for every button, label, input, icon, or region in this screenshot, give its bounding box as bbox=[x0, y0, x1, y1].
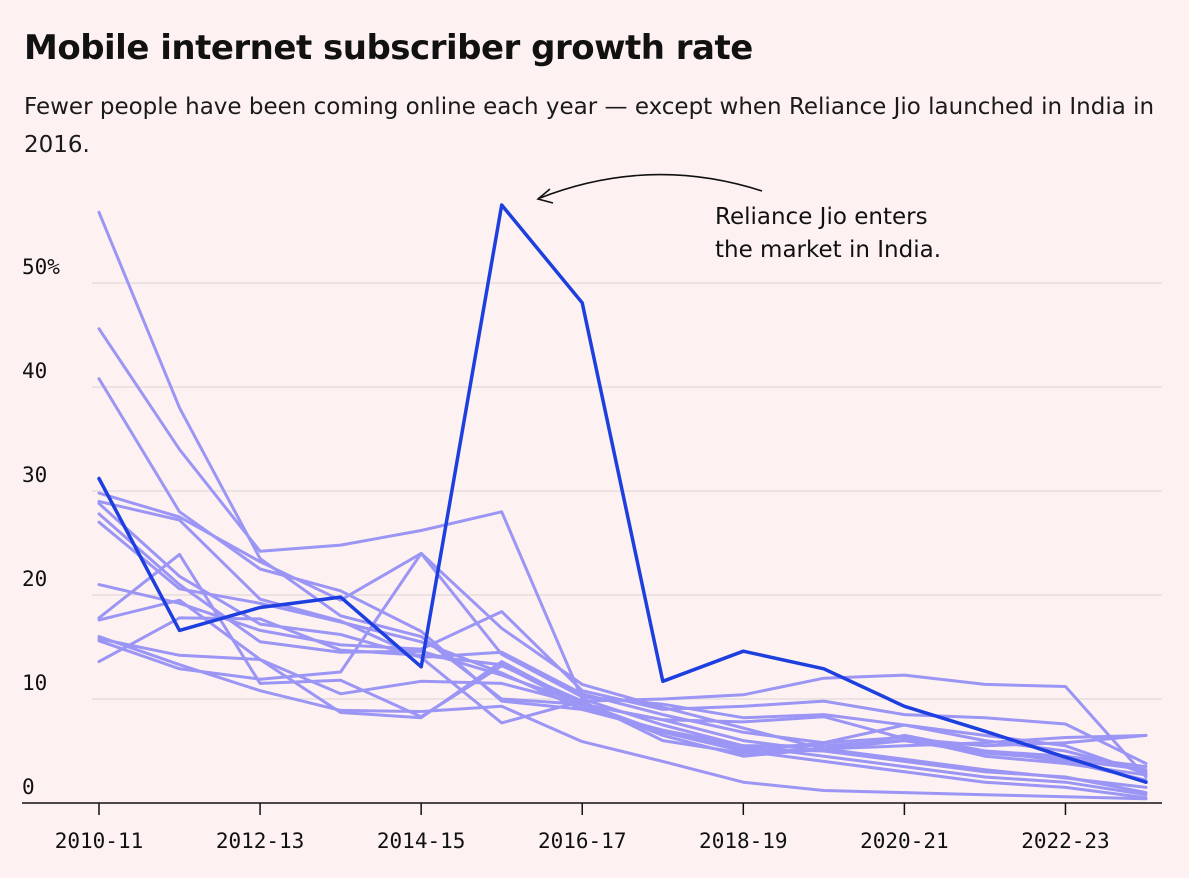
annotation-line-2: the market in India. bbox=[715, 237, 941, 263]
chart-title: Mobile internet subscriber growth rate bbox=[24, 28, 753, 68]
other-country-line bbox=[97, 491, 1148, 789]
series-lines bbox=[97, 203, 1148, 801]
x-axis: 2010-11 2012-13 2014-15 2016-17 2018-19 2020-… bbox=[22, 802, 1162, 853]
chart-subtitle: Fewer people have been coming online eac… bbox=[24, 94, 1155, 158]
x-tick-label: 2016-17 bbox=[538, 829, 627, 853]
y-tick-label: 20 bbox=[22, 567, 47, 591]
x-tick-label: 2014-15 bbox=[377, 829, 466, 853]
y-axis-tick-labels: 0 10 20 30 40 50% bbox=[22, 255, 60, 799]
y-tick-label: 0 bbox=[22, 775, 35, 799]
highlight-series-line bbox=[97, 203, 1148, 784]
annotation: Reliance Jio enters the market in India. bbox=[536, 173, 941, 263]
y-tick-label: 40 bbox=[22, 359, 47, 383]
other-country-line bbox=[97, 502, 1148, 772]
x-tick-label: 2018-19 bbox=[699, 829, 788, 853]
x-tick-label: 2010-11 bbox=[55, 829, 144, 853]
y-tick-label: 10 bbox=[22, 671, 47, 695]
other-country-line bbox=[97, 635, 1148, 801]
x-tick-label: 2020-21 bbox=[860, 829, 949, 853]
gridlines bbox=[92, 282, 1162, 700]
x-tick-label: 2022-23 bbox=[1021, 829, 1110, 853]
y-tick-label: 50% bbox=[22, 255, 60, 279]
other-country-line bbox=[97, 551, 1148, 776]
annotation-line-1: Reliance Jio enters bbox=[715, 204, 928, 230]
y-tick-label: 30 bbox=[22, 463, 47, 487]
other-country-line bbox=[97, 327, 1148, 797]
other-country-line bbox=[97, 512, 1148, 782]
annotation-arrowhead bbox=[536, 188, 554, 204]
other-country-line bbox=[97, 499, 1148, 774]
x-tick-label: 2012-13 bbox=[216, 829, 305, 853]
annotation-arrow bbox=[539, 173, 763, 199]
